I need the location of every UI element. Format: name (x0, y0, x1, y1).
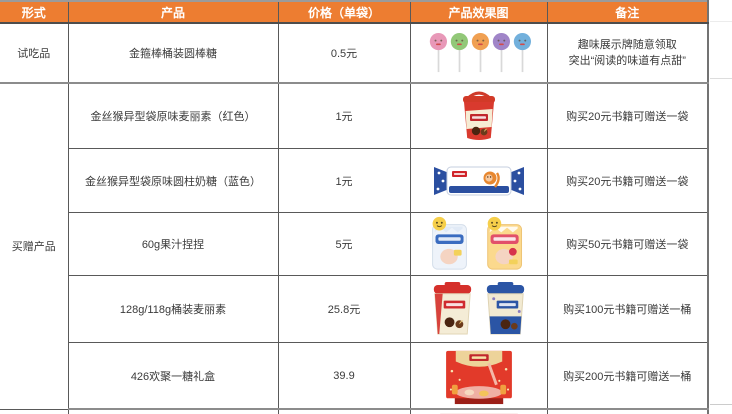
table-row: 金丝猴异型袋原味圆柱奶糖（蓝色） 1元 (0, 148, 709, 213)
cell-price[interactable]: 25.8元 (277, 275, 411, 343)
cell-product[interactable]: 128g/118g桶装麦丽素 (68, 275, 279, 343)
cell-note[interactable]: 购买20元书籍可赠送一袋 (546, 82, 709, 149)
cell-price[interactable]: 1元 (277, 82, 411, 149)
header-image[interactable]: 产品效果图 (409, 0, 548, 24)
table-row: 买赠产品 金丝猴异型袋原味麦丽素（红色） 1元 (0, 82, 709, 410)
cell-price[interactable]: 1元 (277, 148, 411, 213)
lollipops-image (429, 32, 531, 73)
cell-image-partial[interactable] (409, 408, 548, 414)
gridline (710, 21, 732, 22)
table-row-partial (0, 408, 709, 414)
cell-product[interactable]: 60g果汁捏捏 (68, 212, 279, 276)
cell-note[interactable]: 购买100元书籍可赠送一桶 (546, 275, 709, 343)
cell-image[interactable] (409, 342, 548, 410)
gridline (710, 78, 732, 79)
table-row: 426欢聚一糖礼盒 39.9 (0, 342, 709, 410)
cell-product[interactable]: 金箍棒桶装圆棒糖 (67, 22, 279, 84)
red-gift-box-image (445, 350, 512, 404)
cell-image[interactable] (409, 148, 548, 213)
two-buckets-image (433, 281, 524, 335)
cell-form-trial[interactable]: 试吃品 (0, 22, 69, 84)
header-row: 形式 产品 价格（单袋） 产品效果图 备注 (0, 0, 709, 24)
cell-price-empty[interactable] (277, 408, 411, 414)
cell-image[interactable] (409, 22, 548, 84)
cell-note[interactable]: 购买50元书籍可赠送一袋 (546, 212, 709, 276)
gridline (710, 404, 732, 405)
cell-note[interactable]: 购买20元书籍可赠送一袋 (546, 148, 709, 213)
cell-price[interactable]: 5元 (277, 212, 411, 276)
cell-price[interactable]: 39.9 (277, 342, 411, 410)
cell-image[interactable] (409, 82, 548, 149)
header-product[interactable]: 产品 (67, 0, 279, 24)
cell-note-empty[interactable] (546, 408, 709, 414)
table-row: 60g果汁捏捏 5元 (0, 212, 709, 276)
table-row: 试吃品 金箍棒桶装圆棒糖 0.5元 (0, 22, 709, 84)
cell-image[interactable] (409, 275, 548, 343)
cell-price[interactable]: 0.5元 (277, 22, 411, 84)
cell-form-empty[interactable] (0, 408, 69, 414)
cell-form-gift[interactable]: 买赠产品 (0, 82, 69, 410)
cell-product-empty[interactable] (67, 408, 279, 414)
header-form[interactable]: 形式 (0, 0, 69, 24)
blue-wrapped-candy-image (433, 166, 524, 195)
header-note[interactable]: 备注 (546, 0, 709, 24)
table-row: 128g/118g桶装麦丽素 25.8元 (0, 275, 709, 343)
red-bucket-image (462, 91, 495, 140)
cell-product[interactable]: 426欢聚一糖礼盒 (68, 342, 279, 410)
juice-pouches-image (431, 216, 522, 270)
cell-product[interactable]: 金丝猴异型袋原味麦丽素（红色） (67, 82, 279, 149)
cell-image[interactable] (409, 212, 548, 276)
cell-product[interactable]: 金丝猴异型袋原味圆柱奶糖（蓝色） (68, 148, 279, 213)
cell-note[interactable]: 购买200元书籍可赠送一桶 (546, 342, 709, 410)
product-table: 形式 产品 价格（单袋） 产品效果图 备注 试吃品 金箍棒桶装圆棒糖 0.5元 (0, 0, 709, 414)
note-line-2: 突出“阅读的味道有点甜” (568, 55, 686, 67)
note-line-1: 趣味展示牌随意领取 (577, 39, 677, 51)
header-price[interactable]: 价格（单袋） (277, 0, 411, 24)
cell-note[interactable]: 趣味展示牌随意领取 突出“阅读的味道有点甜” (546, 22, 709, 84)
